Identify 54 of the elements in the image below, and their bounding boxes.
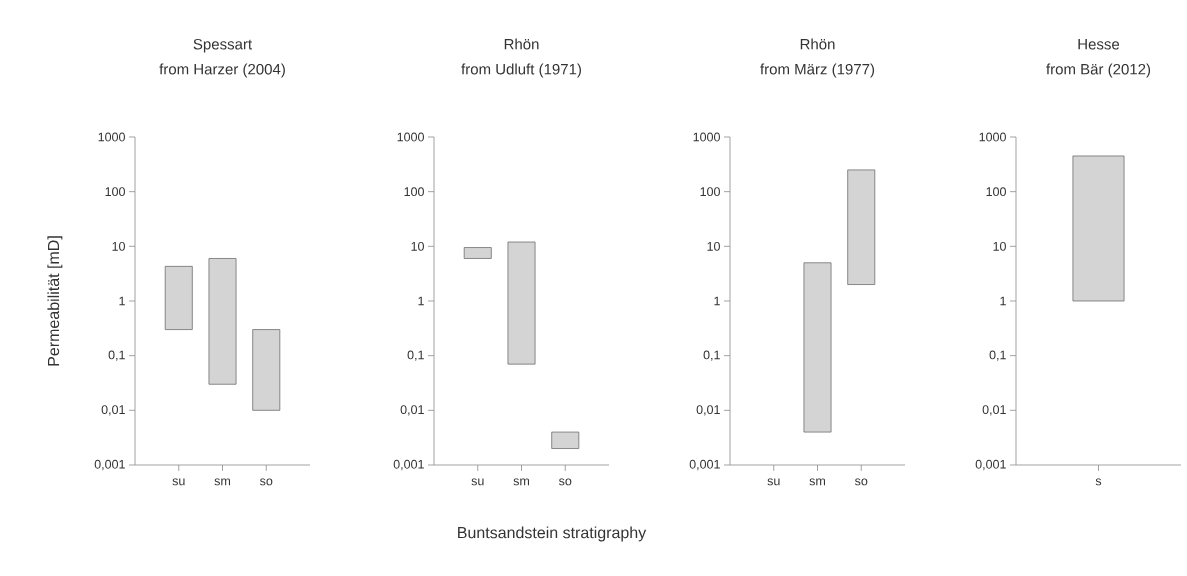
y-tick-label: 0,001 bbox=[975, 459, 1006, 471]
x-tick-label: sm bbox=[513, 478, 530, 486]
y-tick-label: 0,01 bbox=[400, 405, 424, 416]
y-tick-label: 1 bbox=[714, 296, 720, 306]
x-tick-label: so bbox=[559, 478, 572, 486]
y-tick-label: 1 bbox=[418, 296, 424, 306]
y-tick-label: 1000 bbox=[397, 132, 424, 142]
y-tick-label: 0,1 bbox=[108, 350, 125, 361]
bar bbox=[208, 258, 237, 385]
chart-title: Rhön bbox=[504, 38, 539, 50]
chart-title: Rhön bbox=[800, 38, 835, 50]
x-axis-title: Buntsandstein stratigraphy bbox=[458, 526, 647, 542]
y-tick-label: 10 bbox=[993, 241, 1006, 251]
y-tick-label: 1000 bbox=[98, 132, 125, 142]
bar bbox=[164, 265, 193, 330]
y-tick-label: 0,01 bbox=[696, 405, 720, 416]
y-tick-label: 1 bbox=[1000, 296, 1006, 306]
x-tick-label: su bbox=[172, 478, 185, 486]
y-tick-label: 10 bbox=[112, 241, 125, 251]
x-tick-label: so bbox=[260, 478, 273, 486]
x-tick-label: sm bbox=[809, 478, 825, 486]
bar bbox=[463, 247, 492, 259]
y-tick-label: 100 bbox=[700, 187, 720, 197]
x-tick-label: s bbox=[1095, 478, 1102, 486]
chart-subtitle: from Harzer (2004) bbox=[159, 63, 285, 78]
y-tick-label: 0,1 bbox=[989, 350, 1006, 361]
y-tick-label: 1000 bbox=[979, 132, 1006, 142]
y-tick-label: 100 bbox=[105, 187, 125, 197]
chart-subtitle: from Udluft (1971) bbox=[461, 63, 581, 78]
y-tick-label: 0,001 bbox=[689, 459, 720, 471]
y-tick-label: 10 bbox=[707, 241, 720, 251]
y-tick-label: 0,1 bbox=[703, 350, 720, 361]
x-tick-label: sm bbox=[214, 478, 231, 486]
y-tick-label: 1 bbox=[119, 296, 125, 306]
bar bbox=[551, 431, 580, 449]
bar bbox=[507, 241, 536, 365]
x-tick-label: su bbox=[471, 478, 484, 486]
y-tick-label: 0,001 bbox=[393, 459, 424, 471]
y-tick-label: 0,01 bbox=[101, 405, 125, 416]
y-tick-label: 0,1 bbox=[407, 350, 424, 361]
bar bbox=[252, 329, 281, 411]
chart-subtitle: from Bär (2012) bbox=[1046, 63, 1151, 78]
y-tick-label: 100 bbox=[404, 187, 424, 197]
y-axis-title: Permeabilität [mD] bbox=[47, 236, 63, 366]
y-tick-label: 100 bbox=[986, 187, 1006, 197]
chart-title: Spessart bbox=[193, 38, 252, 53]
y-tick-label: 0,001 bbox=[94, 459, 125, 471]
y-tick-label: 0,01 bbox=[982, 405, 1006, 416]
x-tick-label: su bbox=[767, 478, 780, 486]
chart-title: Hesse bbox=[1078, 39, 1120, 50]
chart-subtitle: from März (1977) bbox=[760, 63, 875, 78]
y-tick-label: 10 bbox=[411, 241, 424, 251]
y-tick-label: 1000 bbox=[693, 132, 720, 142]
x-tick-label: so bbox=[854, 478, 868, 486]
